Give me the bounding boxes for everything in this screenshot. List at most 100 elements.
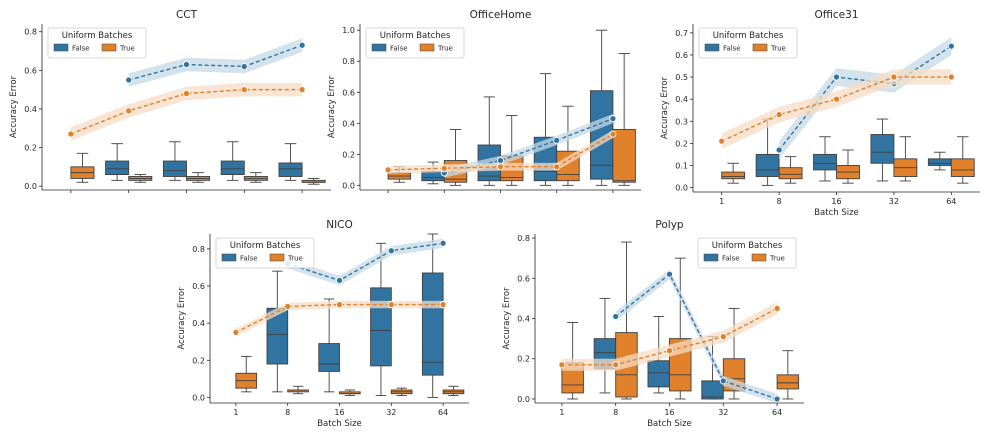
y-tick-label: 0.5 bbox=[675, 73, 688, 82]
legend-label-false: False bbox=[390, 45, 408, 53]
x-tick-label: 1 bbox=[233, 408, 238, 417]
panel-officehome: OfficeHome 0.0 0.2 0.4 0.6 0.8 1.0 Accuracy Err… bbox=[327, 9, 641, 193]
legend-swatch-false bbox=[221, 253, 237, 262]
legend-label-true: True bbox=[769, 255, 785, 263]
series-line-false bbox=[615, 273, 778, 400]
y-tick-label: 0.3 bbox=[675, 117, 688, 126]
box-false-32 bbox=[370, 242, 392, 397]
y-tick-label: 0.4 bbox=[24, 105, 37, 114]
box-true-8 bbox=[443, 129, 468, 186]
y-axis-title: Accuracy Error bbox=[9, 75, 19, 138]
legend-swatch-true bbox=[751, 253, 767, 262]
legend-title: Uniform Batches bbox=[62, 31, 133, 41]
series-point-false bbox=[240, 62, 248, 71]
series-line-true bbox=[721, 76, 952, 142]
y-tick-label: 0.2 bbox=[24, 144, 37, 153]
box-true-8 bbox=[778, 156, 803, 184]
box-false-16 bbox=[162, 141, 187, 181]
series-point-false bbox=[773, 395, 781, 403]
y-tick-label: 0.0 bbox=[24, 182, 37, 191]
y-tick-label: 0.6 bbox=[342, 88, 355, 97]
panel-title: OfficeHome bbox=[470, 9, 532, 21]
series-point-false bbox=[609, 115, 617, 123]
box-iqr bbox=[701, 380, 724, 400]
confidence-band-true bbox=[388, 130, 613, 174]
box-true-8 bbox=[128, 174, 153, 183]
box-iqr bbox=[721, 171, 746, 180]
box-false-16 bbox=[813, 136, 837, 182]
box-true-1 bbox=[721, 162, 746, 184]
series-point-false bbox=[298, 41, 306, 49]
series-line-true bbox=[561, 307, 778, 366]
series-point-false bbox=[832, 73, 841, 81]
series-point-false bbox=[182, 60, 191, 69]
box-iqr bbox=[870, 134, 895, 164]
series-point-true bbox=[67, 130, 75, 138]
x-tick-label: 32 bbox=[386, 408, 396, 417]
series-point-true bbox=[232, 328, 240, 336]
series-point-false bbox=[439, 239, 447, 247]
x-axis-title: Batch Size bbox=[317, 419, 362, 429]
series-point-true bbox=[384, 166, 392, 174]
box-iqr bbox=[927, 158, 952, 166]
box-true-32 bbox=[556, 105, 580, 186]
legend-swatch-false bbox=[703, 253, 719, 262]
box-true-32 bbox=[390, 387, 413, 397]
panel-title: CCT bbox=[176, 9, 198, 21]
series-point-true bbox=[832, 95, 841, 103]
y-tick-label: 0.0 bbox=[342, 181, 355, 190]
x-tick-label: 8 bbox=[777, 197, 782, 206]
y-tick-label: 0.2 bbox=[675, 139, 688, 148]
y-tick-label: 0.0 bbox=[675, 184, 688, 193]
series-point-true bbox=[612, 361, 620, 369]
box-true-64 bbox=[301, 177, 326, 185]
y-tick-label: 0.0 bbox=[517, 395, 530, 404]
confidence-band-false bbox=[287, 238, 444, 286]
series-point-true bbox=[558, 361, 566, 369]
legend-swatch-true bbox=[752, 43, 768, 52]
confidence-band-false bbox=[779, 37, 952, 159]
box-iqr bbox=[950, 158, 975, 177]
series-point-true bbox=[440, 164, 448, 172]
legend-swatch-false bbox=[371, 43, 387, 52]
confidence-band-true bbox=[561, 302, 778, 371]
box-true-64 bbox=[950, 136, 975, 184]
series-point-true bbox=[609, 130, 617, 138]
box-true-8 bbox=[287, 385, 309, 395]
box-iqr bbox=[778, 167, 803, 180]
box-false-8 bbox=[266, 270, 289, 393]
box-true-1 bbox=[235, 356, 258, 393]
x-tick-label: 32 bbox=[889, 197, 899, 206]
series-point-false bbox=[553, 136, 561, 144]
series-point-false bbox=[719, 377, 727, 385]
series-line-true bbox=[235, 303, 444, 334]
legend-frame bbox=[215, 237, 315, 269]
series-point-true bbox=[298, 86, 306, 94]
series-point-true bbox=[387, 301, 395, 309]
box-true-16 bbox=[836, 149, 860, 184]
y-tick-label: 0.8 bbox=[24, 28, 37, 37]
x-tick-label: 8 bbox=[613, 408, 618, 417]
legend: Uniform Batches False True bbox=[698, 27, 798, 59]
y-axis-title: Accuracy Error bbox=[502, 287, 512, 350]
y-tick-label: 0.2 bbox=[342, 150, 355, 159]
legend-label-false: False bbox=[723, 45, 741, 53]
legend-label-false: False bbox=[72, 45, 90, 53]
legend: Uniform Batches False True bbox=[697, 237, 797, 269]
panel-title: NICO bbox=[326, 219, 353, 231]
x-tick-label: 32 bbox=[718, 408, 728, 417]
x-tick-label: 1 bbox=[559, 408, 564, 417]
box-false-8 bbox=[593, 297, 617, 394]
series-point-true bbox=[553, 163, 561, 171]
series-line-false bbox=[287, 242, 444, 282]
y-tick-label: 0.2 bbox=[517, 355, 530, 364]
box-iqr bbox=[278, 162, 303, 177]
y-tick-label: 0.8 bbox=[192, 245, 205, 254]
box-false-64 bbox=[589, 29, 614, 186]
series-line-false bbox=[128, 44, 303, 81]
x-tick-label: 64 bbox=[438, 408, 448, 417]
series-point-true bbox=[182, 89, 191, 98]
series-point-true bbox=[890, 73, 898, 81]
panel-nico: NICO 0.0 0.2 0.4 0.6 0.8 1 8 16 32 64 Accuracy Erro… bbox=[177, 219, 469, 429]
legend-label-true: True bbox=[437, 45, 453, 53]
